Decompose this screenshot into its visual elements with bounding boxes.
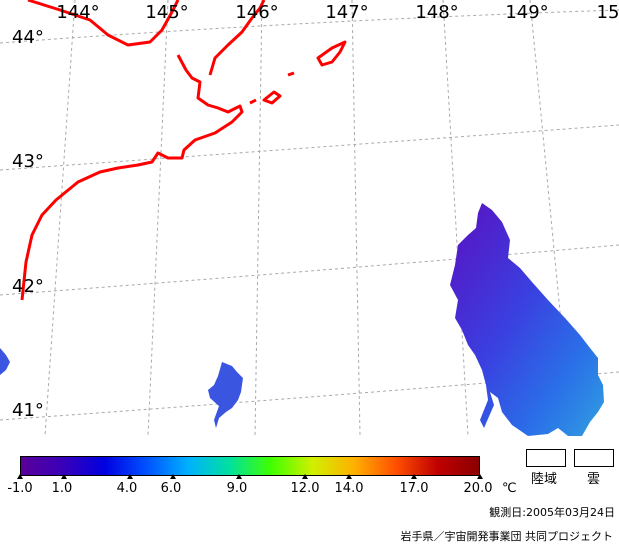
- coastline: [20, 0, 347, 301]
- colorbar-tick-mark: [60, 474, 67, 479]
- land-legend-label: 陸域: [531, 472, 558, 487]
- longitude-label: 147°: [325, 2, 369, 23]
- colorbar-tick-label: 4.0: [116, 481, 138, 496]
- colorbar-tick-mark: [411, 474, 418, 479]
- longitude-label: 144°: [56, 2, 100, 23]
- colorbar-tick-label: 6.0: [160, 481, 182, 496]
- colorbar-tick-mark: [126, 474, 133, 479]
- colorbar-tick-mark: [170, 474, 177, 479]
- latitude-label: 41°: [12, 400, 44, 421]
- graticule: [0, 0, 619, 436]
- longitude-label: 146°: [235, 2, 279, 23]
- colorbar-tick-mark: [236, 474, 243, 479]
- colorbar-tick-mark: [17, 474, 23, 479]
- longitude-label: 145°: [145, 2, 189, 23]
- colorbar-tick-label: 14.0: [334, 481, 364, 496]
- colorbar-tick-mark: [345, 474, 352, 479]
- colorbar-tick-mark: [477, 474, 483, 479]
- longitude-label: 15: [596, 2, 619, 23]
- sst-patch-west: [0, 348, 10, 375]
- longitude-label: 148°: [415, 2, 459, 23]
- sst-patch-east: [450, 203, 604, 436]
- sst-data-patches: [0, 203, 604, 436]
- colorbar-tick-label: 9.0: [226, 481, 248, 496]
- cloud-legend-box: [574, 449, 614, 467]
- latitude-label: 42°: [12, 276, 44, 297]
- colorbar-tick-label: 17.0: [399, 481, 429, 496]
- colorbar-tick-label: 12.0: [290, 481, 320, 496]
- cloud-legend-label: 雲: [587, 472, 601, 487]
- latitude-label: 44°: [12, 27, 44, 48]
- colorbar-tick-label: -1.0: [7, 481, 33, 496]
- land-legend-box: [526, 449, 566, 467]
- latitude-label: 43°: [12, 151, 44, 172]
- sst-patch-south: [208, 362, 243, 428]
- colorbar-tick-label: 1.0: [51, 481, 73, 496]
- colorbar-unit-label: ℃: [502, 481, 517, 496]
- credit-text: 岩手県／宇宙開発事業団 共同プロジェクト: [400, 530, 614, 543]
- sea-surface-temperature-map: [0, 0, 619, 436]
- colorbar-tick-mark: [301, 474, 308, 479]
- observation-date: 観測日:2005年03月24日: [489, 506, 615, 519]
- colorbar-tick-label: 20.0: [463, 481, 493, 496]
- temperature-colorbar: [20, 456, 480, 476]
- longitude-label: 149°: [505, 2, 549, 23]
